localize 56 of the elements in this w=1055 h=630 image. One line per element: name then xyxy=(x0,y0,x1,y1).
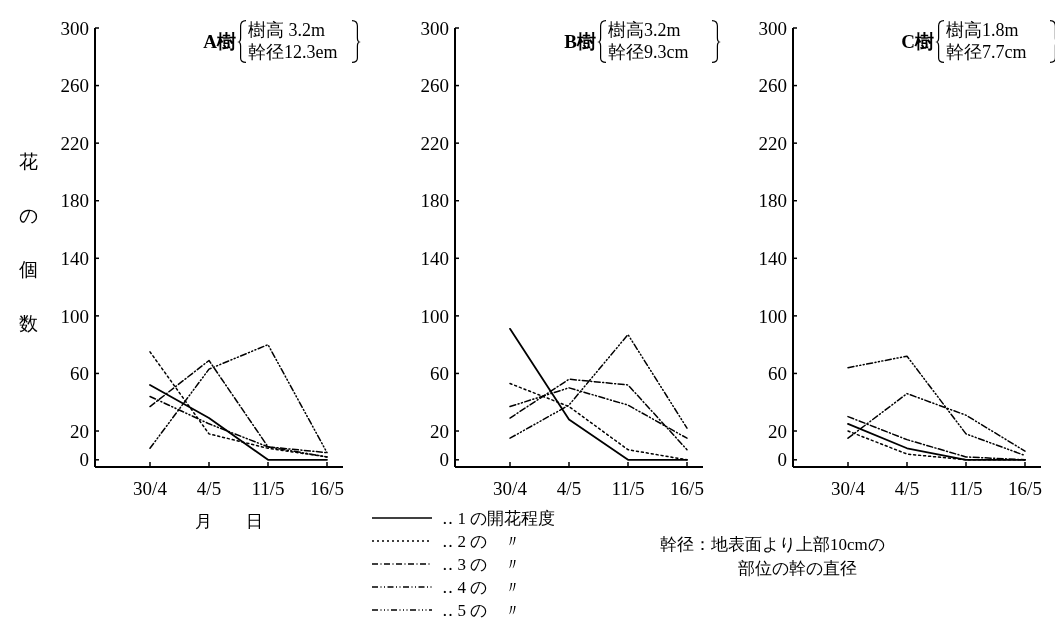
y-tick-label: 60 xyxy=(430,363,449,385)
text: 幹径：地表面より上部10cmの部位の幹の直径 xyxy=(660,535,885,578)
annotation: 樹高1.8m xyxy=(946,20,1019,40)
y-tick-label: 260 xyxy=(758,75,787,97)
y-tick-label: 20 xyxy=(430,420,449,442)
annotation: 樹高3.2m xyxy=(608,20,681,40)
legend-label: ‥ 3 の 〃 xyxy=(442,554,522,574)
x-axis-title: 月 日 xyxy=(195,512,263,531)
y-tick-label: 180 xyxy=(420,190,449,212)
annotation: 幹径9.3cm xyxy=(608,42,689,62)
x-tick-label: 11/5 xyxy=(949,478,983,499)
x-tick-label: 30/4 xyxy=(831,478,866,499)
x-tick-label: 16/5 xyxy=(670,478,704,499)
chart-title: C樹 xyxy=(901,31,934,52)
x-tick-label: 30/4 xyxy=(493,478,528,499)
chart-title: A樹 xyxy=(203,31,236,52)
y-tick-label: 140 xyxy=(60,247,89,269)
x-tick-label: 4/5 xyxy=(196,478,222,499)
y-tick-label: 140 xyxy=(420,247,449,269)
legend-label: ‥ 1 の開花程度 xyxy=(442,508,556,528)
y-tick-label: 300 xyxy=(60,17,89,39)
y-tick-label: 180 xyxy=(60,190,89,212)
x-tick-label: 30/4 xyxy=(133,478,168,499)
y-tick-label: 100 xyxy=(758,305,787,327)
y-tick-label: 20 xyxy=(70,420,89,442)
annotation: 樹高 3.2m xyxy=(248,20,326,40)
y-tick-label: 60 xyxy=(70,363,89,385)
y-tick-label: 300 xyxy=(758,17,787,39)
y-tick-label: 0 xyxy=(777,449,787,471)
y-tick-label: 20 xyxy=(768,420,787,442)
x-tick-label: 11/5 xyxy=(611,478,645,499)
y-tick-label: 220 xyxy=(758,132,787,154)
legend-label: ‥ 2 の 〃 xyxy=(442,531,522,551)
y-tick-label: 60 xyxy=(768,363,787,385)
annotation: 幹径7.7cm xyxy=(946,42,1027,62)
y-tick-label: 0 xyxy=(439,449,449,471)
y-tick-label: 220 xyxy=(60,132,89,154)
y-tick-label: 0 xyxy=(79,449,89,471)
x-tick-label: 4/5 xyxy=(894,478,920,499)
chart-title: B樹 xyxy=(564,31,596,52)
y-tick-label: 260 xyxy=(60,75,89,97)
y-tick-label: 260 xyxy=(420,75,449,97)
y-tick-label: 300 xyxy=(420,17,449,39)
legend-label: ‥ 4 の 〃 xyxy=(442,577,522,597)
legend-label: ‥ 5 の 〃 xyxy=(442,600,522,620)
x-tick-label: 16/5 xyxy=(310,478,344,499)
x-tick-label: 16/5 xyxy=(1008,478,1042,499)
y-tick-label: 220 xyxy=(420,132,449,154)
y-tick-label: 100 xyxy=(60,305,89,327)
x-tick-label: 4/5 xyxy=(556,478,582,499)
y-tick-label: 140 xyxy=(758,247,787,269)
text: 花の個数 xyxy=(18,151,38,334)
annotation: 幹径12.3em xyxy=(248,42,338,62)
y-tick-label: 180 xyxy=(758,190,787,212)
y-tick-label: 100 xyxy=(420,305,449,327)
x-tick-label: 11/5 xyxy=(251,478,285,499)
